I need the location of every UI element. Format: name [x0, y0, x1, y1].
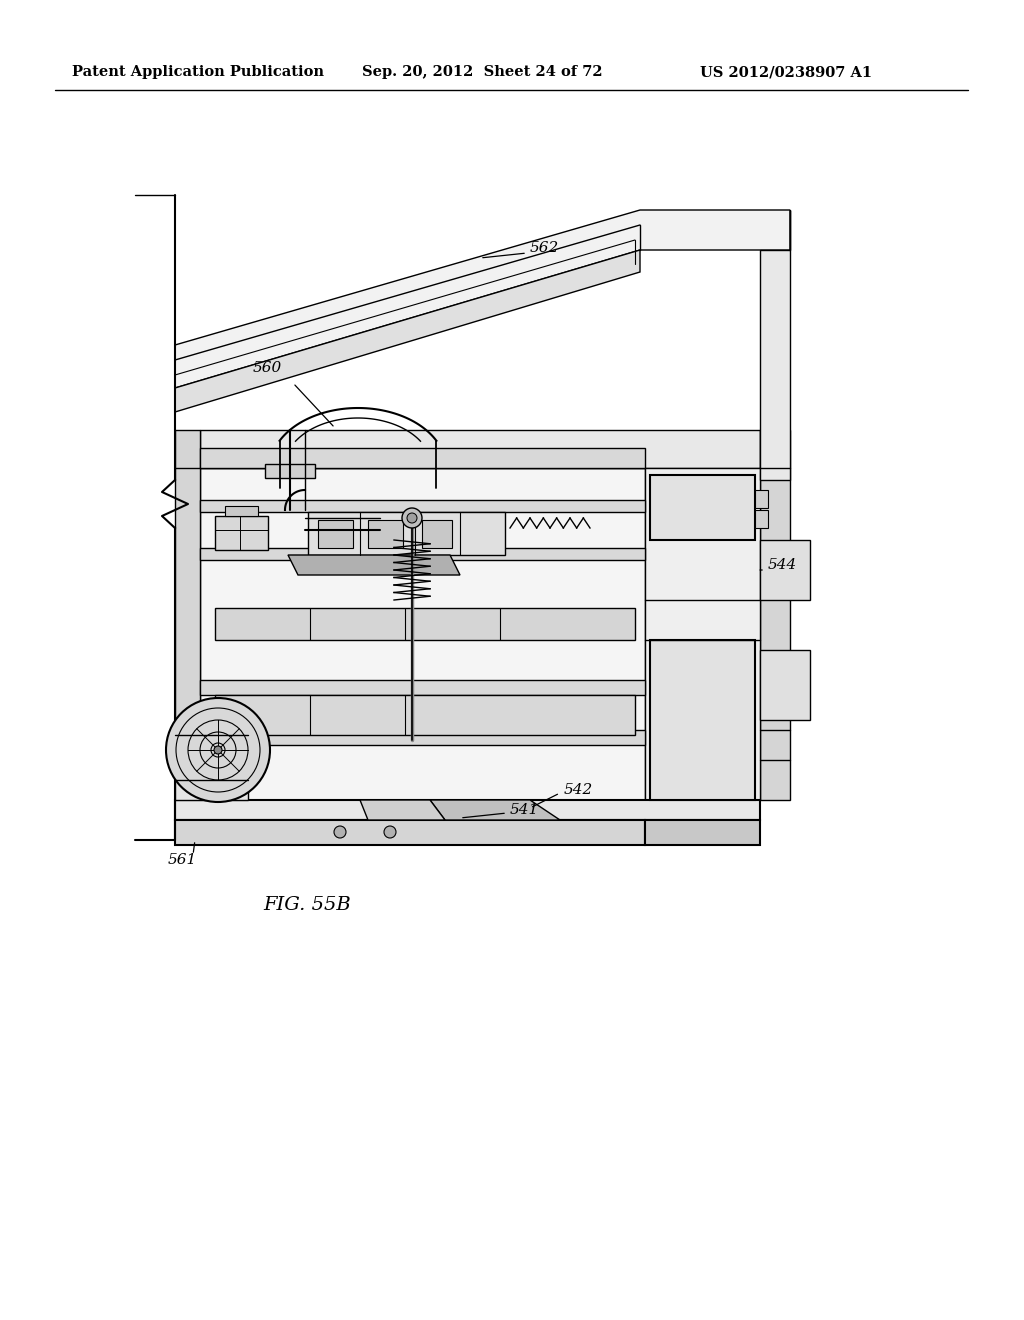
Polygon shape: [422, 520, 452, 548]
Polygon shape: [200, 500, 645, 512]
Text: 560: 560: [253, 360, 283, 375]
Polygon shape: [215, 609, 635, 640]
Polygon shape: [175, 210, 790, 388]
Polygon shape: [430, 800, 560, 820]
Circle shape: [384, 826, 396, 838]
Circle shape: [407, 513, 417, 523]
Text: US 2012/0238907 A1: US 2012/0238907 A1: [700, 65, 872, 79]
Polygon shape: [200, 447, 645, 469]
Circle shape: [214, 746, 222, 754]
Polygon shape: [215, 696, 635, 735]
Text: 541: 541: [510, 803, 540, 817]
Polygon shape: [175, 800, 760, 820]
Text: FIG. 55B: FIG. 55B: [263, 896, 351, 913]
Circle shape: [402, 508, 422, 528]
Polygon shape: [360, 800, 445, 820]
Polygon shape: [288, 554, 460, 576]
Polygon shape: [308, 512, 505, 554]
Polygon shape: [755, 490, 768, 508]
Polygon shape: [650, 475, 755, 540]
Circle shape: [334, 826, 346, 838]
Text: 562: 562: [530, 242, 559, 255]
Polygon shape: [200, 548, 645, 560]
Polygon shape: [200, 430, 760, 469]
Text: Patent Application Publication: Patent Application Publication: [72, 65, 324, 79]
Polygon shape: [760, 210, 790, 480]
Polygon shape: [175, 718, 248, 800]
Polygon shape: [368, 520, 403, 548]
Text: 561: 561: [168, 853, 198, 867]
Text: 544: 544: [768, 558, 798, 572]
Polygon shape: [200, 680, 645, 696]
Polygon shape: [265, 465, 315, 478]
Polygon shape: [215, 516, 268, 550]
Polygon shape: [200, 469, 645, 800]
Polygon shape: [760, 649, 810, 719]
Polygon shape: [650, 640, 755, 800]
Polygon shape: [760, 430, 790, 800]
Polygon shape: [645, 469, 760, 800]
Polygon shape: [175, 430, 200, 800]
Text: Sep. 20, 2012  Sheet 24 of 72: Sep. 20, 2012 Sheet 24 of 72: [362, 65, 603, 79]
Polygon shape: [755, 510, 768, 528]
Polygon shape: [200, 730, 645, 744]
Polygon shape: [175, 249, 640, 412]
Polygon shape: [645, 820, 760, 845]
Polygon shape: [318, 520, 353, 548]
Polygon shape: [760, 540, 810, 601]
Polygon shape: [225, 506, 258, 516]
Text: 542: 542: [564, 783, 593, 797]
Polygon shape: [175, 820, 645, 845]
Circle shape: [166, 698, 270, 803]
